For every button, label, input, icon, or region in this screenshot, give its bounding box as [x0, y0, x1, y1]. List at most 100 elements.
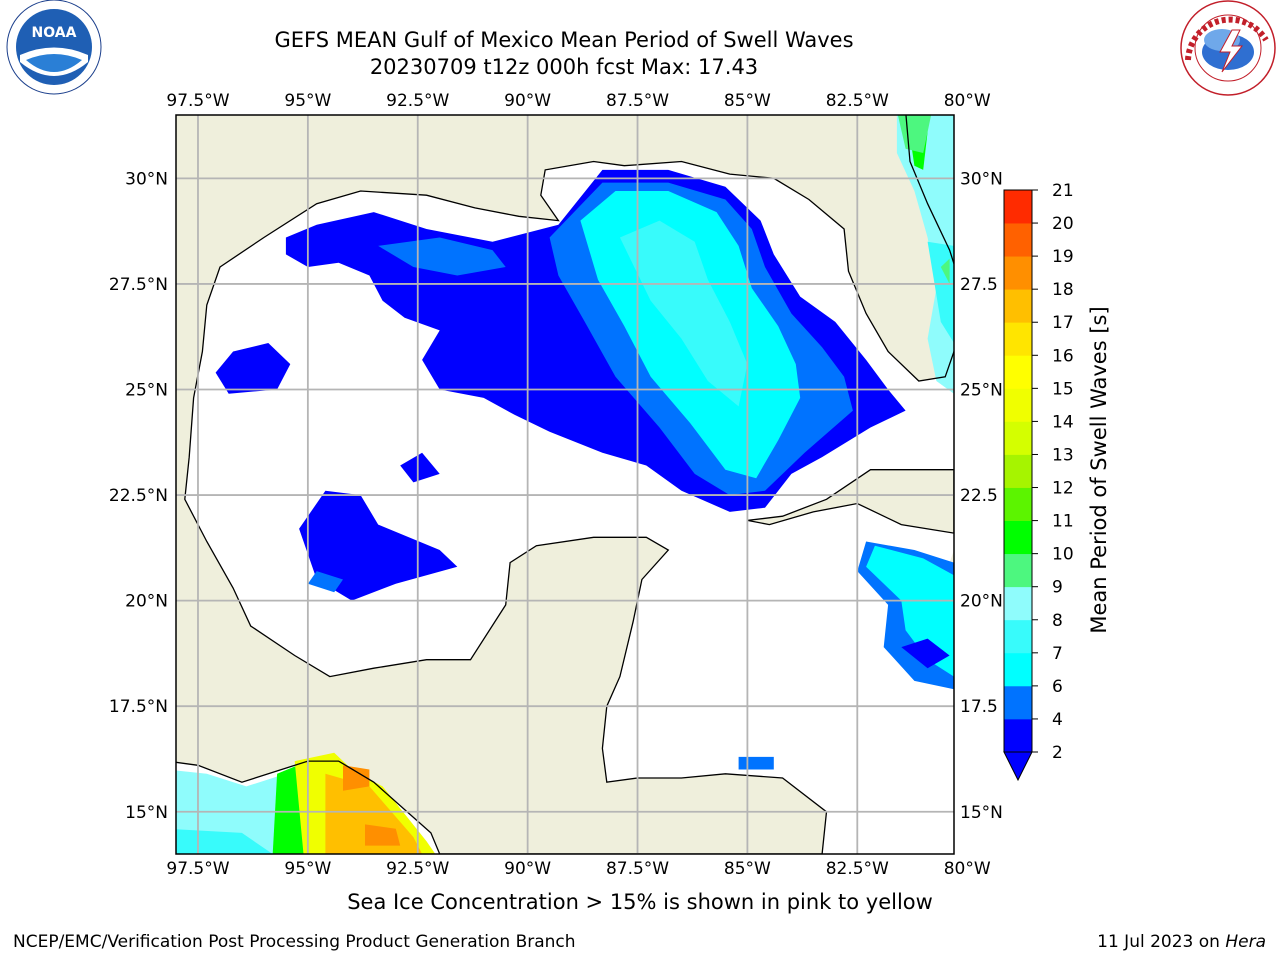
colorbar-tick-12: 16 [1052, 346, 1074, 366]
colorbar-segment-8 [1004, 454, 1032, 488]
lon-tick-bottom-2: 92.5°W [386, 859, 449, 879]
lat-tick-left-6: 15°N [125, 803, 168, 823]
lat-tick-right-6: 15°N [960, 803, 1003, 823]
colorbar-segment-0 [1004, 718, 1032, 753]
colorbar-segment-10 [1004, 388, 1032, 422]
lat-tick-left-0: 30°N [125, 169, 168, 189]
colorbar-tick-8: 12 [1052, 479, 1074, 499]
lon-tick-bottom-6: 82.5°W [826, 859, 889, 879]
colorbar-tick-2: 6 [1052, 677, 1063, 697]
swell-region-23 [343, 765, 370, 791]
colorbar-tick-14: 18 [1052, 280, 1074, 300]
colorbar-tick-5: 9 [1052, 578, 1063, 598]
colorbar: 2 4 6 7 8 9 10 11 12 13 14 15 16 17 18 19 20 21 [1003, 181, 1074, 782]
sea-ice-caption: Sea Ice Concentration > 15% is shown in … [347, 890, 933, 914]
swell-region-17 [940, 258, 950, 284]
map-subtitle: 20230709 t12z 000h fcst Max: 17.43 [369, 55, 759, 79]
lat-tick-right-5: 17.5 [960, 697, 998, 717]
lat-tick-left-3: 22.5°N [109, 486, 168, 506]
colorbar-segment-6 [1004, 520, 1032, 555]
swell-region-8 [619, 220, 748, 407]
lon-tick-bottom-5: 85°W [724, 859, 771, 879]
colorbar-segment-16 [1004, 190, 1032, 224]
swell-region-5 [378, 237, 506, 276]
swell-region-12 [738, 756, 774, 770]
colorbar-segment-12 [1004, 322, 1032, 356]
colorbar-tick-4: 8 [1052, 611, 1063, 631]
colorbar-tick-0: 2 [1052, 743, 1063, 763]
swell-region-24 [365, 824, 401, 846]
colorbar-segment-2 [1004, 652, 1032, 687]
colorbar-segment-15 [1004, 223, 1032, 257]
lon-tick-bottom-0: 97.5°W [166, 859, 229, 879]
lon-tick-bottom-3: 90°W [504, 859, 551, 879]
swell-region-22 [325, 773, 423, 854]
lon-tick-top-4: 87.5°W [606, 91, 669, 111]
colorbar-segment-9 [1004, 421, 1032, 455]
colorbar-segment-14 [1004, 256, 1032, 290]
swell-region-1 [215, 343, 291, 394]
footer-credit: NCEP/EMC/Verification Post Processing Pr… [13, 932, 576, 952]
colorbar-label: Mean Period of Swell Waves [s] [1087, 306, 1111, 633]
lon-tick-top-6: 82.5°W [826, 91, 889, 111]
swell-region-6 [307, 571, 343, 593]
footer-host: Hera [1225, 932, 1266, 952]
lat-tick-right-0: 30°N [960, 169, 1003, 189]
gridlines [176, 115, 954, 854]
lat-tick-right-1: 27.5 [960, 275, 998, 295]
mainland-coastline [176, 115, 954, 854]
lon-tick-bottom-4: 87.5°W [606, 859, 669, 879]
lon-tick-top-3: 90°W [504, 91, 551, 111]
cuba-coastline [747, 469, 954, 534]
colorbar-segment-13 [1004, 289, 1032, 323]
colorbar-segment-11 [1004, 355, 1032, 389]
swell-region-3 [400, 452, 440, 483]
lon-tick-top-0: 97.5°W [166, 91, 229, 111]
colorbar-segment-7 [1004, 487, 1032, 521]
lon-tick-bottom-1: 95°W [284, 859, 331, 879]
plot-frame [175, 114, 955, 855]
swell-region-11 [901, 638, 950, 669]
lat-tick-right-4: 20°N [960, 592, 1003, 612]
colorbar-tick-11: 15 [1052, 379, 1074, 399]
colorbar-tick-6: 10 [1052, 545, 1074, 565]
footer-date-text: 11 Jul 2023 on [1097, 932, 1226, 952]
lon-tick-top-7: 80°W [944, 91, 991, 111]
footer-date: 11 Jul 2023 on Hera [1097, 932, 1266, 952]
nws-logo [1180, 0, 1276, 96]
colorbar-tick-3: 7 [1052, 644, 1063, 664]
colorbar-segment-5 [1004, 553, 1032, 588]
lat-tick-left-1: 27.5°N [109, 275, 168, 295]
colorbar-segment-1 [1004, 685, 1032, 720]
lon-tick-bottom-7: 80°W [944, 859, 991, 879]
lat-tick-right-3: 22.5 [960, 486, 998, 506]
colorbar-tick-1: 4 [1052, 710, 1063, 730]
lon-tick-top-5: 85°W [724, 91, 771, 111]
lat-tick-left-5: 17.5°N [109, 697, 168, 717]
coastlines [176, 115, 954, 854]
colorbar-segment-4 [1004, 586, 1032, 621]
noaa-logo-text: NOAA [32, 25, 77, 41]
colorbar-frame [1003, 189, 1033, 753]
colorbar-tick-16: 20 [1052, 214, 1074, 234]
colorbar-extend-arrow [1003, 751, 1033, 782]
lon-tick-top-1: 95°W [284, 91, 331, 111]
swell-region-13 [896, 115, 954, 394]
noaa-logo: NOAA [6, 0, 102, 95]
map-title: GEFS MEAN Gulf of Mexico Mean Period of … [274, 28, 854, 52]
colorbar-tick-9: 13 [1052, 445, 1074, 465]
lat-tick-left-2: 25°N [125, 380, 168, 400]
cuba-island [747, 469, 954, 534]
colorbar-tick-10: 14 [1052, 412, 1074, 432]
colorbar-segment-3 [1004, 619, 1032, 654]
colorbar-tick-7: 11 [1052, 512, 1074, 532]
colorbar-tick-13: 17 [1052, 313, 1074, 333]
lon-tick-top-2: 92.5°W [386, 91, 449, 111]
lat-tick-left-4: 20°N [125, 592, 168, 612]
colorbar-tick-17: 21 [1052, 181, 1074, 201]
swell-period-fills [176, 115, 954, 854]
lat-tick-right-2: 25°N [960, 380, 1003, 400]
colorbar-tick-15: 19 [1052, 247, 1074, 267]
swell-region-19 [176, 829, 273, 854]
